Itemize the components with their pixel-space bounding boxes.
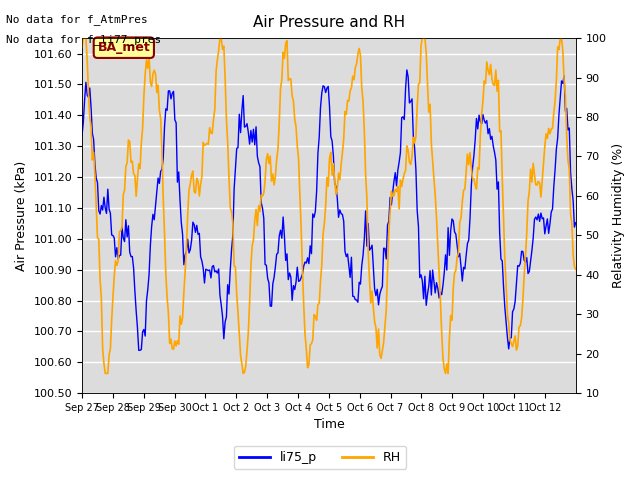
Legend: li75_p, RH: li75_p, RH <box>234 446 406 469</box>
X-axis label: Time: Time <box>314 419 344 432</box>
Title: Air Pressure and RH: Air Pressure and RH <box>253 15 405 30</box>
Y-axis label: Relativity Humidity (%): Relativity Humidity (%) <box>612 143 625 288</box>
Text: BA_met: BA_met <box>97 41 150 54</box>
Text: No data for f_AtmPres: No data for f_AtmPres <box>6 14 148 25</box>
Y-axis label: Air Pressure (kPa): Air Pressure (kPa) <box>15 160 28 271</box>
Text: No data for f_li77_pres: No data for f_li77_pres <box>6 34 162 45</box>
